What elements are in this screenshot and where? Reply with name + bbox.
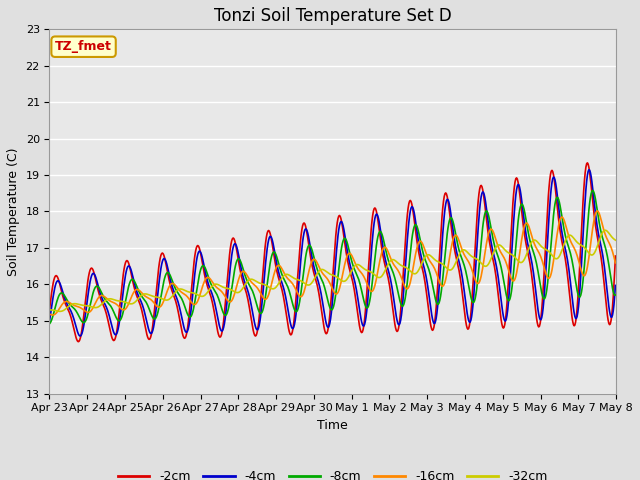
Text: TZ_fmet: TZ_fmet <box>55 40 112 53</box>
X-axis label: Time: Time <box>317 419 348 432</box>
Legend: -2cm, -4cm, -8cm, -16cm, -32cm: -2cm, -4cm, -8cm, -16cm, -32cm <box>113 466 552 480</box>
Title: Tonzi Soil Temperature Set D: Tonzi Soil Temperature Set D <box>214 7 452 25</box>
Y-axis label: Soil Temperature (C): Soil Temperature (C) <box>7 147 20 276</box>
